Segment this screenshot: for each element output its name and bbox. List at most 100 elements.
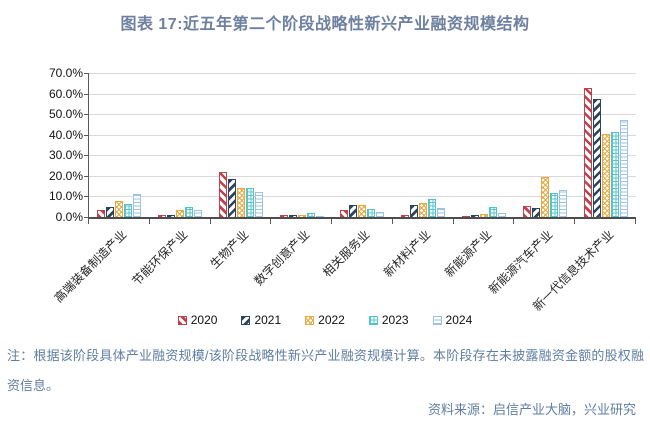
bar-group bbox=[89, 73, 150, 217]
bar-2023 bbox=[428, 198, 437, 217]
bar-group bbox=[575, 73, 636, 217]
y-tick-label: 40.0% bbox=[48, 127, 83, 142]
bar-2022 bbox=[176, 210, 185, 217]
bar-2024 bbox=[376, 211, 385, 217]
bar-2023 bbox=[124, 204, 133, 217]
legend-item-2020: 2020 bbox=[177, 313, 218, 327]
gridline bbox=[89, 73, 636, 74]
x-category-label: 数字创意产业 bbox=[251, 227, 313, 289]
gridline bbox=[89, 134, 636, 136]
bar-2024 bbox=[619, 120, 628, 217]
gridline bbox=[89, 155, 636, 157]
gridline bbox=[89, 114, 636, 116]
bar-group bbox=[211, 73, 272, 217]
bar-2020 bbox=[279, 214, 288, 217]
y-axis-tick bbox=[84, 134, 89, 136]
bar-2022 bbox=[601, 133, 610, 217]
y-axis-tick bbox=[84, 196, 89, 198]
bar-2020 bbox=[340, 210, 349, 217]
bar-2021 bbox=[531, 207, 540, 217]
bar-2020 bbox=[522, 205, 531, 217]
legend-label: 2024 bbox=[445, 313, 473, 327]
bar-2023 bbox=[489, 206, 498, 217]
bar-2024 bbox=[558, 190, 567, 217]
bar-2022 bbox=[297, 215, 306, 217]
bar-group bbox=[332, 73, 393, 217]
bar-group bbox=[514, 73, 575, 217]
bar-2021 bbox=[167, 215, 176, 217]
legend-label: 2021 bbox=[254, 313, 282, 327]
note-text: 注：根据该阶段具体产业融资规模/该阶段战略性新兴产业融资规模计算。本阶段存在未披… bbox=[7, 348, 644, 393]
bar-group bbox=[150, 73, 211, 217]
legend-swatch bbox=[432, 315, 442, 325]
x-axis-tick bbox=[635, 219, 636, 224]
bar-2021 bbox=[410, 204, 419, 217]
bar-2024 bbox=[315, 215, 324, 217]
bar-2023 bbox=[610, 131, 619, 217]
y-tick-label: 30.0% bbox=[48, 148, 83, 163]
legend-item-2022: 2022 bbox=[305, 313, 345, 327]
bar-group bbox=[454, 73, 515, 217]
legend-label: 2020 bbox=[190, 313, 218, 327]
bar-2022 bbox=[540, 176, 549, 217]
bar-2024 bbox=[194, 209, 203, 217]
x-category-label: 新能源产业 bbox=[442, 227, 495, 280]
bar-2022 bbox=[358, 204, 367, 217]
bar-2023 bbox=[185, 207, 194, 217]
bar-2021 bbox=[288, 214, 297, 217]
legend-swatch bbox=[305, 315, 315, 325]
bar-2023 bbox=[549, 192, 558, 217]
bar-2021 bbox=[592, 99, 601, 217]
x-axis-tick bbox=[331, 219, 333, 224]
x-axis-tick bbox=[88, 219, 89, 224]
x-category-label: 生物产业 bbox=[207, 227, 252, 272]
x-category-label: 相关服务业 bbox=[320, 227, 373, 280]
bar-2021 bbox=[227, 178, 236, 217]
gridline bbox=[89, 175, 636, 177]
bar-2024 bbox=[254, 191, 263, 217]
y-axis-tick bbox=[84, 155, 89, 157]
x-category-label: 节能环保产业 bbox=[129, 227, 191, 289]
bar-2021 bbox=[349, 205, 358, 217]
gridline bbox=[89, 196, 636, 198]
x-axis-tick bbox=[270, 219, 272, 224]
bar-2023 bbox=[306, 212, 315, 217]
legend-item-2024: 2024 bbox=[432, 313, 473, 327]
bar-2020 bbox=[583, 88, 592, 217]
legend-swatch bbox=[177, 315, 187, 325]
legend-swatch bbox=[241, 315, 251, 325]
x-axis-tick bbox=[574, 219, 576, 224]
bar-2024 bbox=[133, 194, 142, 217]
bar-2021 bbox=[471, 215, 480, 217]
x-axis-tick bbox=[209, 219, 211, 224]
plot-area: 0.0% 10.0% 20.0% 30.0% 40.0% 50.0% 60.0% 70.0% bbox=[49, 66, 636, 224]
bar-2021 bbox=[106, 207, 115, 217]
bar-2023 bbox=[245, 187, 254, 217]
y-tick-label: 70.0% bbox=[48, 66, 83, 80]
x-axis-labels: 高端装备制造产业 节能环保产业 生物产业 数字创意产业 相关服务业 新材料产业 新能源产业新… bbox=[52, 222, 635, 318]
bar-2020 bbox=[158, 215, 167, 217]
y-axis-tick bbox=[84, 175, 89, 177]
bar-2020 bbox=[218, 171, 227, 217]
bar-2022 bbox=[236, 188, 245, 217]
legend-label: 2023 bbox=[381, 313, 409, 327]
chart-title: 图表 17:近五年第二个阶段战略性新兴产业融资规模结构 bbox=[120, 16, 530, 33]
y-tick-label: 50.0% bbox=[48, 107, 83, 122]
legend-swatch bbox=[368, 315, 378, 325]
x-category-label: 高端装备制造产业 bbox=[51, 227, 130, 306]
y-tick-label: 20.0% bbox=[48, 168, 83, 183]
y-axis-tick bbox=[84, 93, 89, 95]
y-axis-tick bbox=[84, 114, 89, 116]
bar-2023 bbox=[367, 208, 376, 217]
gridline bbox=[89, 93, 636, 95]
bar-2020 bbox=[401, 214, 410, 217]
legend-item-2021: 2021 bbox=[241, 313, 281, 327]
y-axis-tick bbox=[84, 217, 89, 218]
x-axis-tick bbox=[452, 219, 454, 224]
x-category-label: 新材料产业 bbox=[381, 227, 434, 280]
legend-label: 2022 bbox=[318, 313, 345, 327]
y-tick-label: 10.0% bbox=[48, 189, 83, 204]
bar-2020 bbox=[97, 209, 106, 217]
bar-2024 bbox=[437, 208, 446, 217]
